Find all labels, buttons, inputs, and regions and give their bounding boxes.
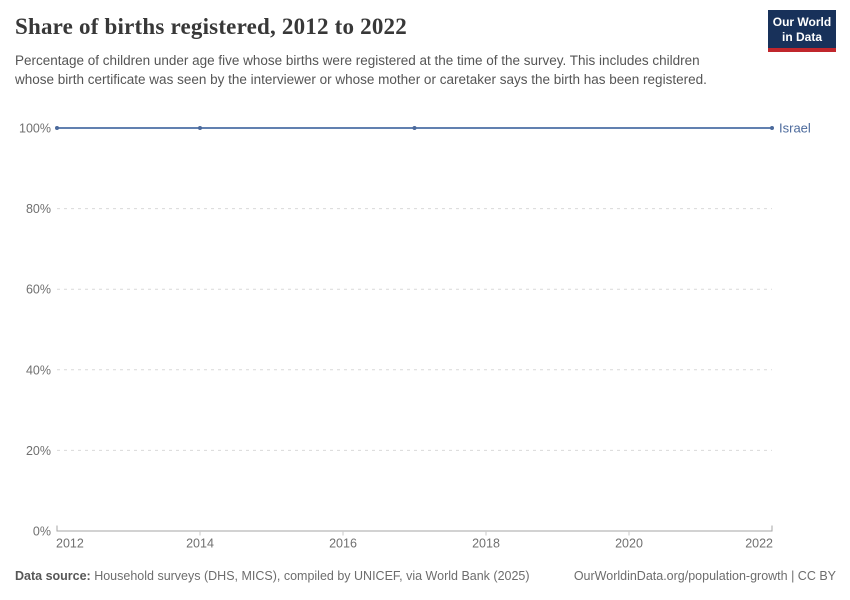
x-axis-tick-label: 2016 xyxy=(329,537,357,551)
footer-attribution[interactable]: OurWorldinData.org/population-growth | C… xyxy=(573,569,836,583)
x-axis-tick-label: 2012 xyxy=(56,537,84,551)
data-point[interactable] xyxy=(770,126,774,130)
owid-logo-line1: Our World xyxy=(772,15,832,29)
chart-footer: Data source: Household surveys (DHS, MIC… xyxy=(15,569,836,583)
y-axis-tick-label: 0% xyxy=(33,525,51,539)
datasource-label: Data source: xyxy=(15,569,91,583)
chart-subtitle: Percentage of children under age five wh… xyxy=(15,53,707,87)
data-point[interactable] xyxy=(198,126,202,130)
datasource-text: Data source: Household surveys (DHS, MIC… xyxy=(15,569,530,583)
y-axis-tick-label: 80% xyxy=(26,202,51,216)
x-axis-tick-label: 2020 xyxy=(615,537,643,551)
data-point[interactable] xyxy=(412,126,417,130)
x-axis-tick-label: 2014 xyxy=(186,537,214,551)
y-axis-tick-label: 60% xyxy=(26,283,51,297)
line-chart: 0% 20% 40% 60% 80% 100% 2012 2014 2016 2018 2020 20… xyxy=(19,121,811,551)
entity-label-israel[interactable]: Israel xyxy=(779,121,811,136)
y-axis-tick-label: 40% xyxy=(26,363,51,377)
data-point[interactable] xyxy=(55,126,59,130)
datasource-value: Household surveys (DHS, MICS), compiled … xyxy=(90,569,530,583)
y-axis-tick-label: 100% xyxy=(19,122,51,136)
y-axis-tick-label: 20% xyxy=(26,444,51,458)
owid-logo-line2: in Data xyxy=(781,30,822,44)
chart-title: Share of births registered, 2012 to 2022 xyxy=(15,14,407,39)
x-axis-tick-label: 2018 xyxy=(472,537,500,551)
x-axis-line xyxy=(56,525,773,532)
owid-logo[interactable]: Our World in Data xyxy=(768,10,836,52)
x-axis-tick-label: 2022 xyxy=(745,537,773,551)
